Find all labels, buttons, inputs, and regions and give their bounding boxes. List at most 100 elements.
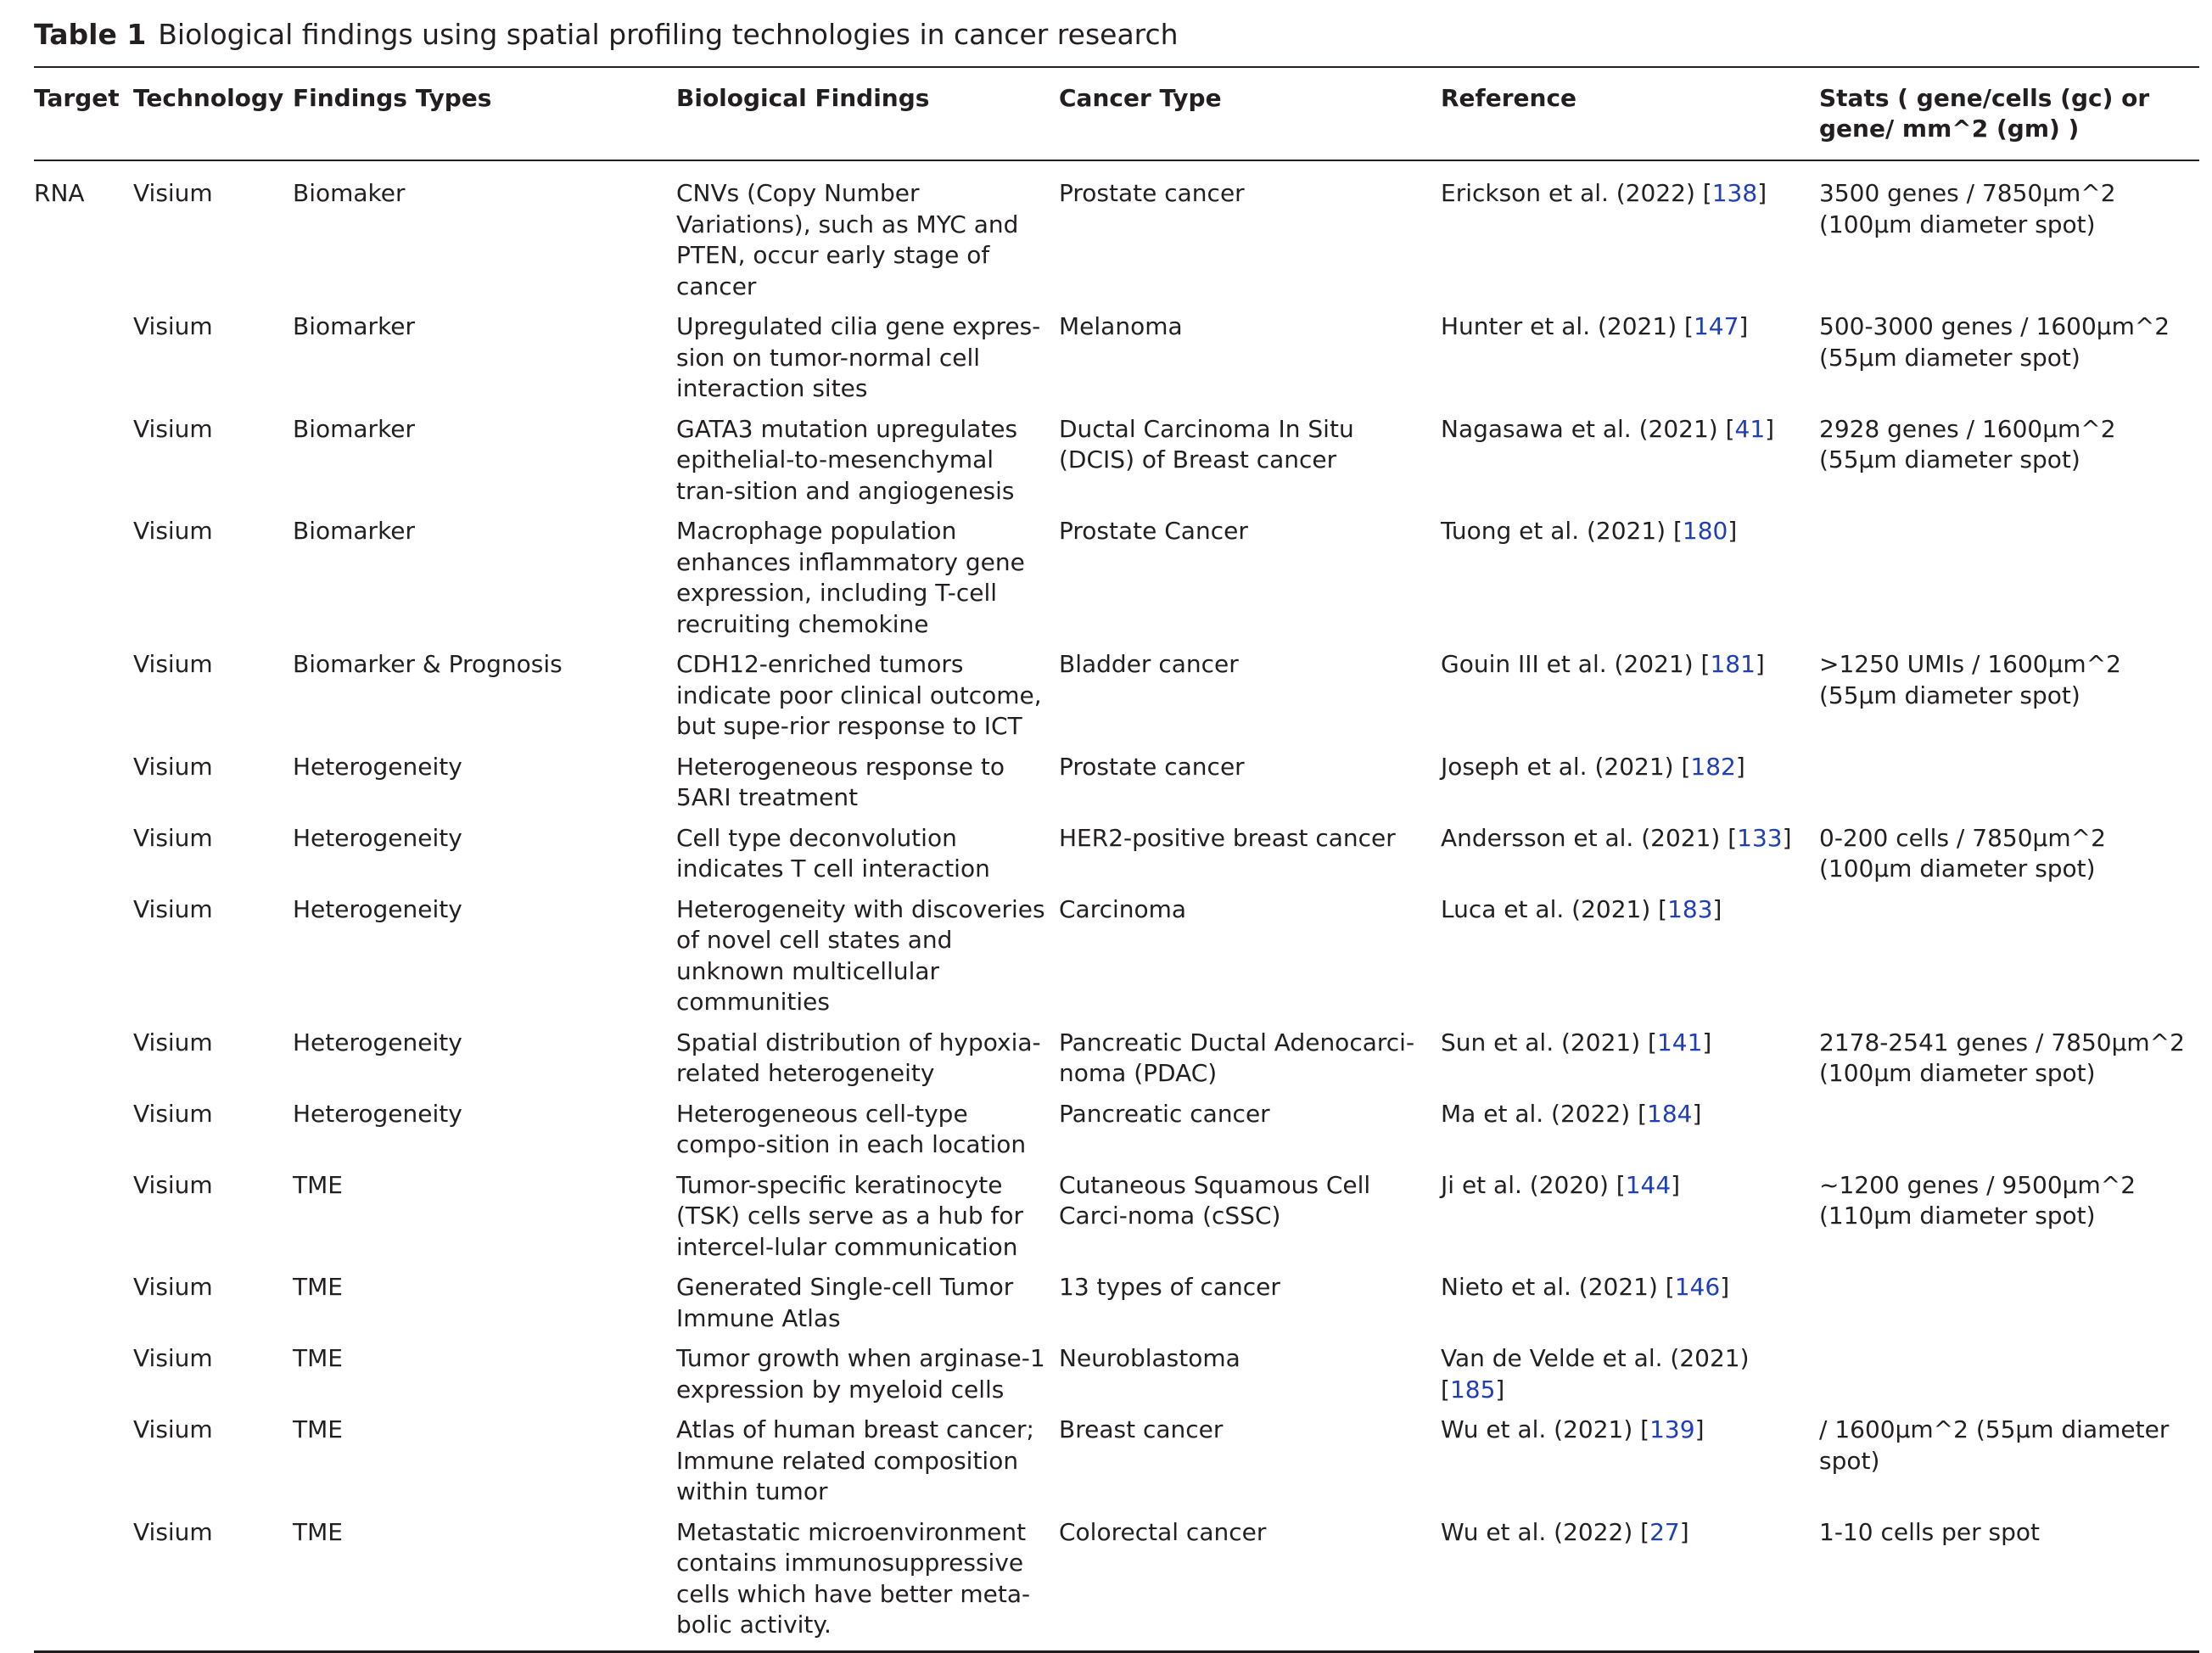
reference-text: Wu et al. (2021) [ bbox=[1441, 1415, 1650, 1443]
cell-target bbox=[34, 1415, 133, 1517]
cell-reference: Hunter et al. (2021) [147] bbox=[1441, 311, 1819, 414]
cell-reference: Nieto et al. (2021) [146] bbox=[1441, 1272, 1819, 1343]
citation-link[interactable]: 184 bbox=[1647, 1099, 1693, 1128]
cell-stats: 0-200 cells / 7850µm^2 (100µm diameter s… bbox=[1819, 823, 2106, 883]
cell-target: RNA bbox=[34, 179, 85, 207]
cell-technology: Visium bbox=[133, 179, 213, 207]
cell-biological-finding: Generated Single-cell Tumor Immune Atlas bbox=[676, 1273, 1014, 1332]
cell-stats: 500-3000 genes / 1600µm^2 (55µm diameter… bbox=[1819, 312, 2170, 372]
table-row: Visium Heterogeneity Cell type deconvoluti… bbox=[34, 823, 2199, 894]
cell-cancer-type: Ductal Carcinoma In Situ (DCIS) of Breas… bbox=[1059, 414, 1354, 474]
paper-page: Table 1 Biological findings using spatial… bbox=[34, 15, 2199, 1653]
reference-close-bracket: ] bbox=[1755, 650, 1765, 678]
citation-link[interactable]: 138 bbox=[1711, 179, 1758, 207]
cell-cancer-type: HER2-positive breast cancer bbox=[1059, 823, 1396, 852]
cell-reference: Nagasawa et al. (2021) [41] bbox=[1441, 414, 1819, 517]
cell-findings-type: Heterogeneity bbox=[293, 752, 462, 781]
cell-target bbox=[34, 1272, 133, 1343]
cell-technology: Visium bbox=[133, 752, 213, 781]
reference-text: Sun et al. (2021) [ bbox=[1441, 1028, 1657, 1056]
table-row: Visium Biomarker GATA3 mutation upregulate… bbox=[34, 414, 2199, 517]
reference-close-bracket: ] bbox=[1720, 1273, 1730, 1301]
reference-text: Hunter et al. (2021) [ bbox=[1441, 312, 1694, 340]
citation-link[interactable]: 183 bbox=[1667, 894, 1713, 923]
reference-text: Van de Velde et al. (2021) [ bbox=[1441, 1344, 1750, 1404]
header-reference: Reference bbox=[1441, 84, 1577, 112]
cell-biological-finding: Heterogeneity with discoveries of novel … bbox=[676, 894, 1045, 1017]
cell-cancer-type: 13 types of cancer bbox=[1059, 1273, 1280, 1301]
cell-findings-type: Biomarker bbox=[293, 414, 416, 443]
cell-technology: Visium bbox=[133, 1415, 213, 1443]
cell-technology: Visium bbox=[133, 517, 213, 545]
cell-biological-finding: Atlas of human breast cancer; Immune rel… bbox=[676, 1415, 1034, 1505]
cell-reference: Ma et al. (2022) [184] bbox=[1441, 1099, 1819, 1170]
table-row: Visium TME Atlas of human breast cancer; I… bbox=[34, 1415, 2199, 1517]
reference-close-bracket: ] bbox=[1692, 1099, 1702, 1128]
table-caption: Table 1 Biological findings using spatial… bbox=[34, 15, 2199, 54]
cell-target bbox=[34, 649, 133, 752]
cell-target bbox=[34, 311, 133, 414]
table-row: RNA Visium Biomaker CNVs (Copy Number Varia… bbox=[34, 160, 2199, 311]
table-row: Visium TME Generated Single-cell Tumor Imm… bbox=[34, 1272, 2199, 1343]
citation-link[interactable]: 146 bbox=[1674, 1273, 1721, 1301]
cell-cancer-type: Pancreatic cancer bbox=[1059, 1099, 1270, 1128]
cell-stats bbox=[1819, 894, 2199, 1028]
reference-close-bracket: ] bbox=[1735, 752, 1745, 781]
citation-link[interactable]: 144 bbox=[1625, 1170, 1672, 1199]
cell-cancer-type: Colorectal cancer bbox=[1059, 1517, 1267, 1546]
cell-reference: Gouin III et al. (2021) [181] bbox=[1441, 649, 1819, 752]
cell-reference: Andersson et al. (2021) [133] bbox=[1441, 823, 1819, 894]
cell-technology: Visium bbox=[133, 1028, 213, 1056]
cell-technology: Visium bbox=[133, 823, 213, 852]
table-row: Visium Biomarker Upregulated cilia gene ex… bbox=[34, 311, 2199, 414]
table-title: Biological findings using spatial profil… bbox=[158, 18, 1179, 51]
cell-stats bbox=[1819, 516, 2199, 649]
reference-close-bracket: ] bbox=[1694, 1415, 1705, 1443]
citation-link[interactable]: 180 bbox=[1682, 517, 1728, 545]
citation-link[interactable]: 27 bbox=[1649, 1517, 1680, 1546]
table-row: Visium Biomarker & Prognosis CDH12-enriche… bbox=[34, 649, 2199, 752]
table-row: Visium Heterogeneity Heterogeneous respons… bbox=[34, 752, 2199, 823]
citation-link[interactable]: 147 bbox=[1693, 312, 1739, 340]
cell-biological-finding: CDH12-enriched tumors indicate poor clin… bbox=[676, 650, 1042, 740]
cell-reference: Tuong et al. (2021) [180] bbox=[1441, 516, 1819, 649]
citation-link[interactable]: 182 bbox=[1690, 752, 1736, 781]
cell-stats: 2928 genes / 1600µm^2 (55µm diameter spo… bbox=[1819, 414, 2116, 474]
cell-stats: 3500 genes / 7850µm^2 (100µm diameter sp… bbox=[1819, 179, 2116, 238]
cell-findings-type: TME bbox=[293, 1344, 343, 1372]
citation-link[interactable]: 141 bbox=[1656, 1028, 1703, 1056]
cell-cancer-type: Prostate Cancer bbox=[1059, 517, 1248, 545]
reference-close-bracket: ] bbox=[1782, 823, 1792, 852]
cell-biological-finding: GATA3 mutation upregulates epithelial-to… bbox=[676, 414, 1018, 505]
cell-target bbox=[34, 1099, 133, 1170]
reference-close-bracket: ] bbox=[1671, 1170, 1681, 1199]
citation-link[interactable]: 41 bbox=[1734, 414, 1766, 443]
citation-link[interactable]: 185 bbox=[1449, 1375, 1496, 1404]
table-row: Visium Heterogeneity Heterogeneity with di… bbox=[34, 894, 2199, 1028]
reference-close-bracket: ] bbox=[1728, 517, 1738, 545]
header-biological-findings: Biological Findings bbox=[676, 84, 930, 112]
cell-findings-type: Biomarker bbox=[293, 517, 416, 545]
cell-target bbox=[34, 752, 133, 823]
cell-findings-type: Heterogeneity bbox=[293, 1028, 462, 1056]
cell-cancer-type: Prostate cancer bbox=[1059, 752, 1245, 781]
cell-findings-type: TME bbox=[293, 1273, 343, 1301]
cell-stats bbox=[1819, 1343, 2199, 1415]
cell-findings-type: Biomaker bbox=[293, 179, 406, 207]
citation-link[interactable]: 139 bbox=[1649, 1415, 1695, 1443]
cell-findings-type: Heterogeneity bbox=[293, 1099, 462, 1128]
cell-biological-finding: Metastatic microenvironment contains imm… bbox=[676, 1517, 1031, 1639]
cell-reference: Wu et al. (2021) [139] bbox=[1441, 1415, 1819, 1517]
cell-cancer-type: Breast cancer bbox=[1059, 1415, 1224, 1443]
reference-text: Erickson et al. (2022) [ bbox=[1441, 179, 1712, 207]
reference-close-bracket: ] bbox=[1765, 414, 1775, 443]
citation-link[interactable]: 133 bbox=[1737, 823, 1783, 852]
reference-text: Gouin III et al. (2021) [ bbox=[1441, 650, 1711, 678]
cell-technology: Visium bbox=[133, 1170, 213, 1199]
reference-close-bracket: ] bbox=[1679, 1517, 1689, 1546]
reference-close-bracket: ] bbox=[1712, 894, 1722, 923]
citation-link[interactable]: 181 bbox=[1710, 650, 1756, 678]
cell-cancer-type: Pancreatic Ductal Adenocarci-noma (PDAC) bbox=[1059, 1028, 1415, 1088]
cell-target bbox=[34, 823, 133, 894]
reference-close-bracket: ] bbox=[1739, 312, 1749, 340]
